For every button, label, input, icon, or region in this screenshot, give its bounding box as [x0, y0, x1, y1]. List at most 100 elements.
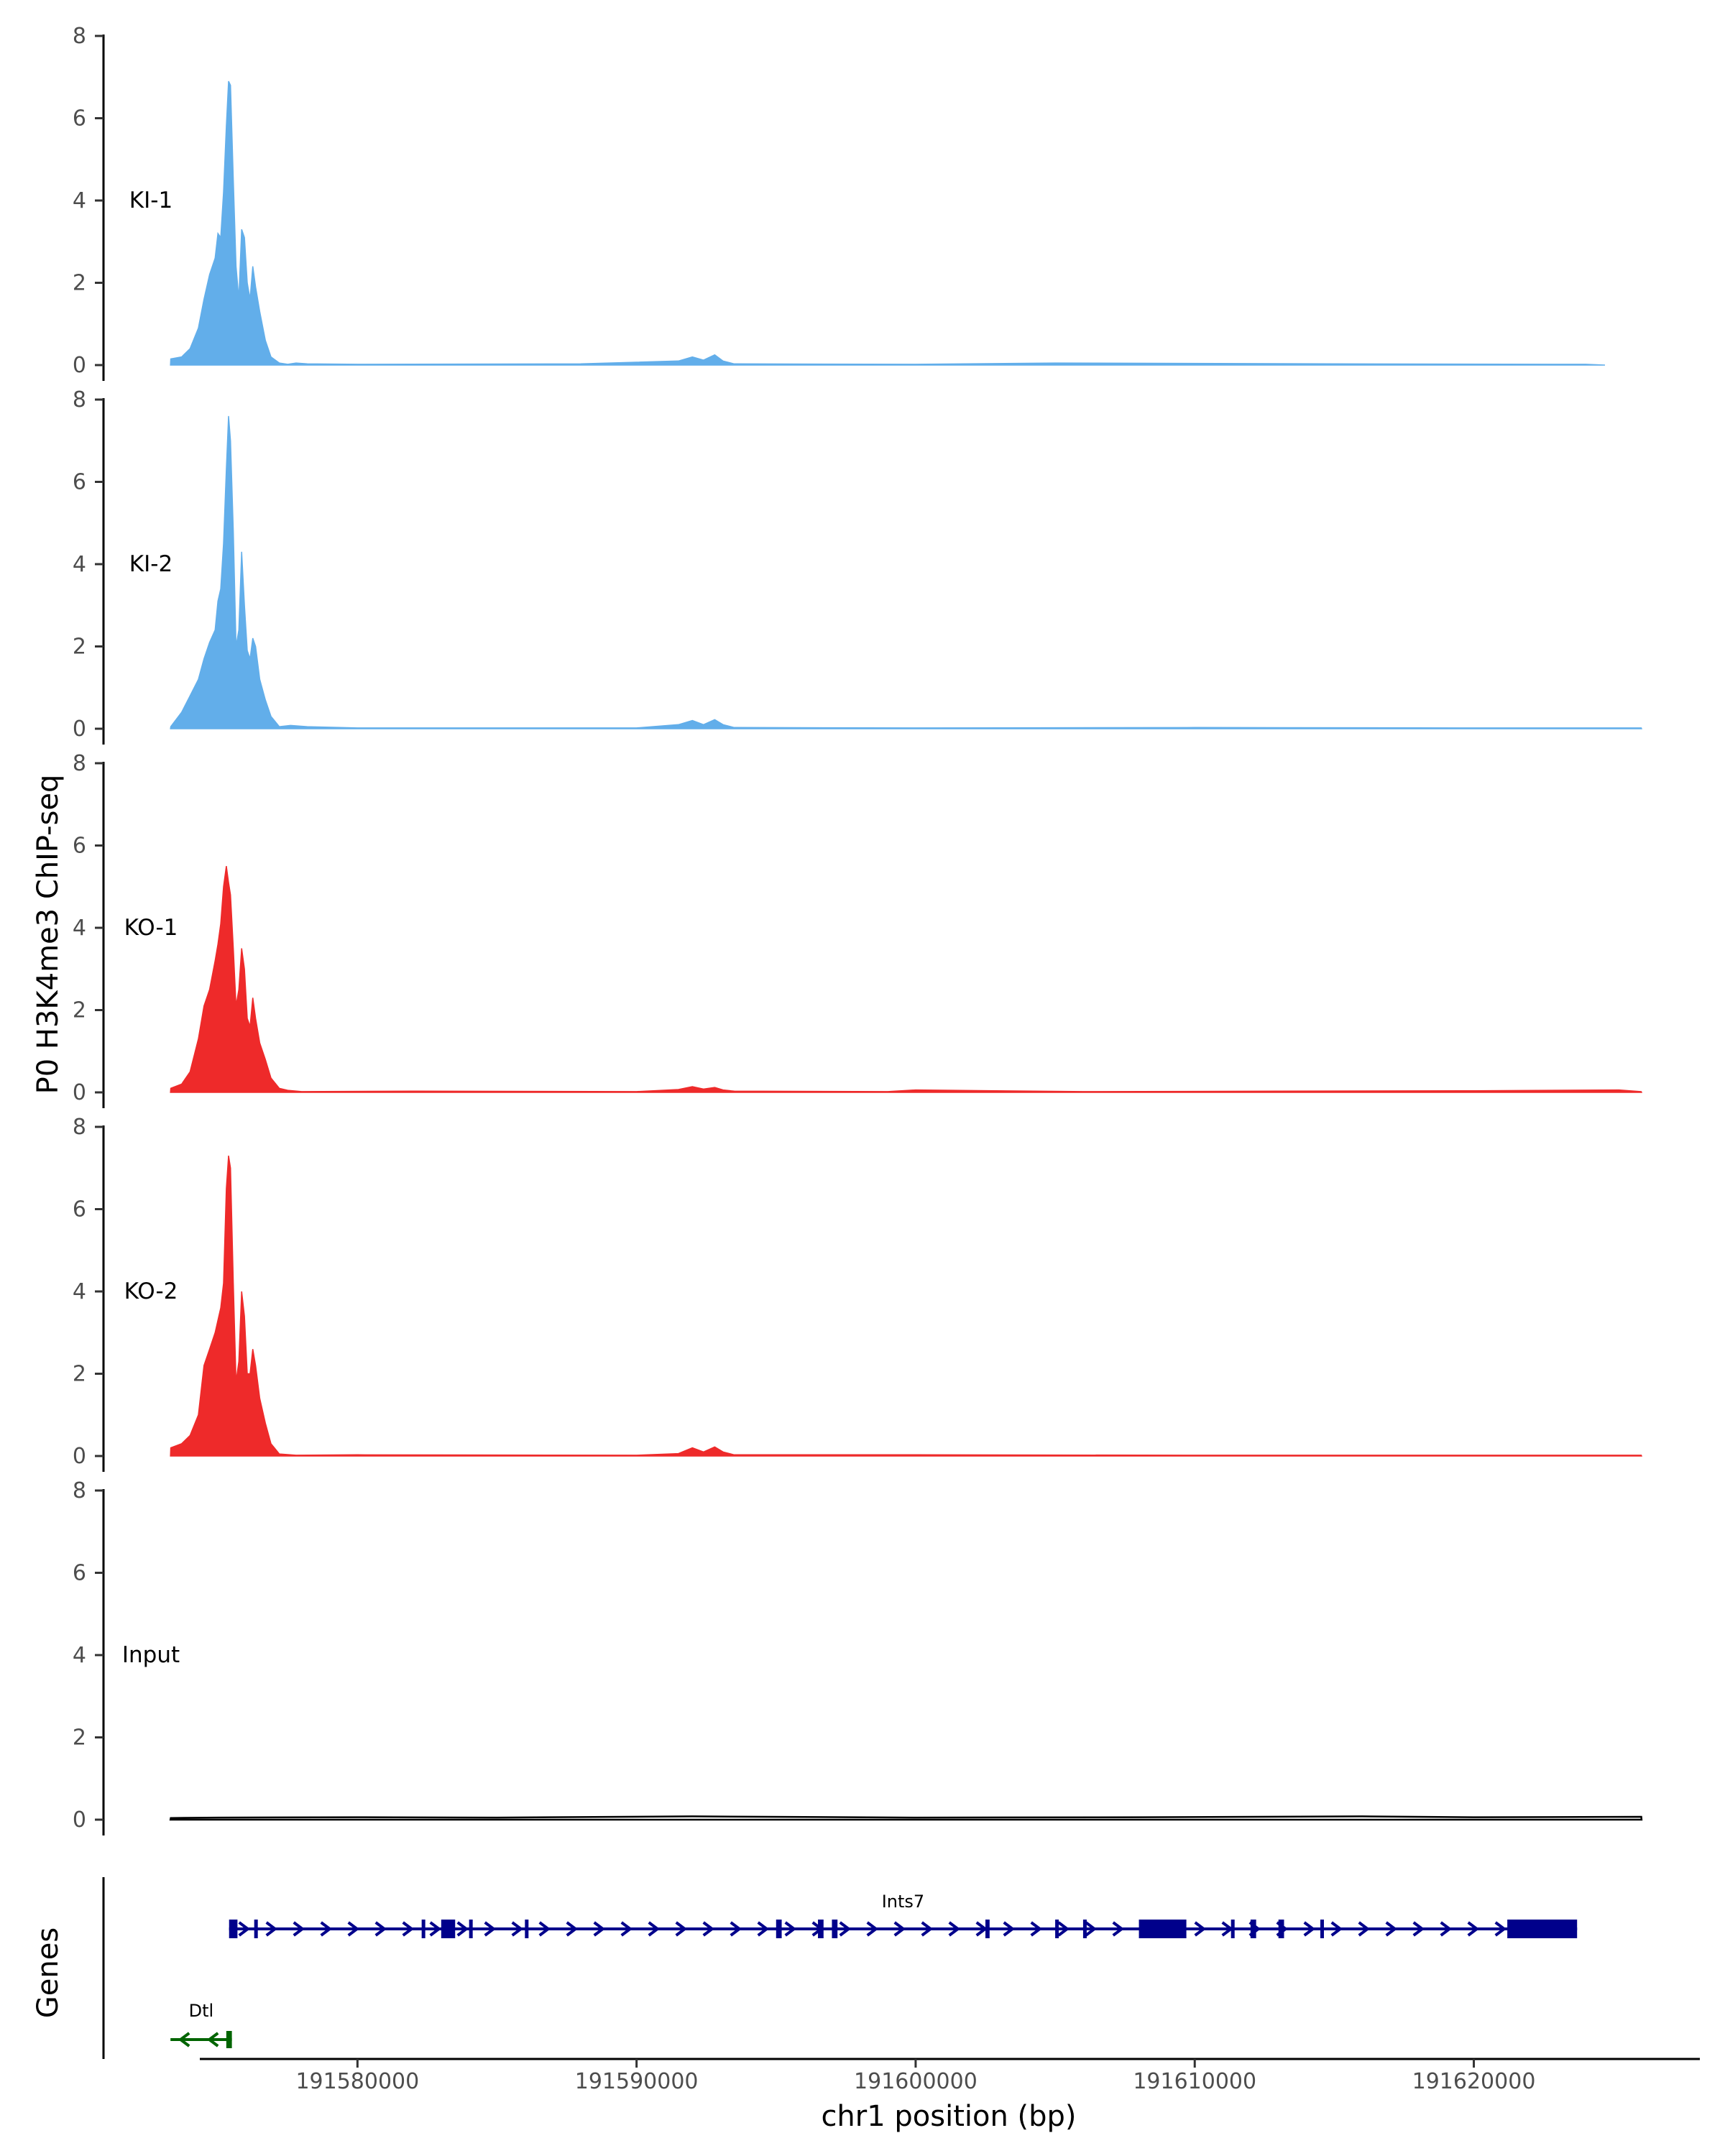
strand-arrow [178, 2032, 190, 2047]
strand-arrow [757, 1921, 770, 1937]
x-tick-label: 191620000 [1412, 2069, 1536, 2094]
strand-arrow [238, 1921, 251, 1937]
exon [832, 1920, 838, 1938]
exon [469, 1920, 473, 1938]
strand-arrow [1440, 1921, 1453, 1937]
exon [1278, 1920, 1284, 1938]
strand-arrow [484, 1921, 497, 1937]
strand-arrow [1358, 1921, 1371, 1937]
y-tick-label: 0 [73, 1080, 86, 1105]
signal-area-input [169, 1815, 1643, 1821]
signal-area-ko-1 [170, 865, 1642, 1093]
y-tick-label: 8 [73, 1115, 86, 1140]
track-panel-input: 0 2 4 6 8 Input [73, 1478, 1643, 1835]
gene-ints7: Ints7 [229, 1892, 1578, 1938]
strand-arrow [675, 1921, 688, 1937]
y-tick-label: 2 [73, 1726, 86, 1751]
strand-arrow [1330, 1921, 1343, 1937]
y-tick-label: 8 [73, 1478, 86, 1503]
track-label: KI-2 [129, 551, 172, 577]
y-tick-label: 0 [73, 1807, 86, 1833]
x-tick-label: 191590000 [575, 2069, 699, 2094]
strand-arrow [320, 1921, 333, 1937]
y-tick-label: 2 [73, 1362, 86, 1387]
y-tick-label: 4 [73, 1643, 86, 1668]
exon [1230, 1920, 1235, 1938]
signal-area-ko-2 [170, 1155, 1642, 1457]
y-tick-label: 0 [73, 717, 86, 742]
y-tick-label: 8 [73, 24, 86, 49]
exon [525, 1920, 529, 1938]
exon [1507, 1920, 1578, 1938]
track-label: Input [122, 1642, 180, 1668]
exon [1055, 1920, 1059, 1938]
strand-arrow [784, 1921, 797, 1937]
x-axis: 191580000 191590000 191600000 191610000 1916… [200, 2058, 1700, 2094]
gene-label: Ints7 [882, 1892, 924, 1912]
y-tick-label: 0 [73, 1444, 86, 1469]
strand-arrow [702, 1921, 715, 1937]
exon [818, 1920, 824, 1938]
exon [226, 2031, 232, 2048]
y-tick-label: 8 [73, 387, 86, 413]
strand-arrow [1112, 1921, 1125, 1937]
y-tick-label: 6 [73, 834, 86, 859]
strand-arrow [347, 1921, 360, 1937]
signal-area-ki-2 [170, 415, 1642, 729]
y-tick-label: 0 [73, 353, 86, 378]
signal-area-ki-1 [170, 80, 1606, 366]
strand-arrow [1467, 1921, 1480, 1937]
strand-arrow [206, 2032, 219, 2047]
track-panel-ki-2: 0 2 4 6 8 KI-2 [73, 387, 1642, 745]
strand-arrow [893, 1921, 906, 1937]
y-tick-label: 2 [73, 635, 86, 660]
strand-arrow [1385, 1921, 1398, 1937]
y-tick-label: 8 [73, 751, 86, 776]
strand-arrow [620, 1921, 633, 1937]
x-tick-label: 191610000 [1133, 2069, 1256, 2094]
strand-arrow [1303, 1921, 1316, 1937]
strand-arrow [839, 1921, 852, 1937]
y-tick-label: 4 [73, 916, 86, 941]
y-tick-label: 6 [73, 1197, 86, 1222]
track-label: KO-1 [124, 915, 178, 941]
strand-arrow [1057, 1921, 1070, 1937]
track-panel-ko-2: 0 2 4 6 8 KO-2 [73, 1115, 1642, 1472]
exon [441, 1920, 456, 1938]
strand-arrow [948, 1921, 961, 1937]
strand-arrow [1003, 1921, 1016, 1937]
strand-arrow [538, 1921, 551, 1937]
strand-arrow [566, 1921, 579, 1937]
strand-arrow [1412, 1921, 1425, 1937]
strand-arrow [730, 1921, 742, 1937]
strand-arrow [265, 1921, 278, 1937]
gene-label: Dtl [189, 2001, 214, 2021]
y-tick-label: 6 [73, 106, 86, 132]
y-tick-label: 2 [73, 998, 86, 1023]
exon [421, 1920, 426, 1938]
strand-arrow [293, 1921, 305, 1937]
strand-arrow [1030, 1921, 1043, 1937]
strand-arrow [511, 1921, 524, 1937]
track-label: KI-1 [129, 188, 172, 213]
exon [985, 1920, 990, 1938]
exon [254, 1920, 258, 1938]
strand-arrow [866, 1921, 879, 1937]
exon [229, 1920, 238, 1938]
exon [776, 1920, 782, 1938]
track-panel-ko-1: 0 2 4 6 8 KO-1 [73, 751, 1642, 1108]
track-panel-ki-1: 0 2 4 6 8 KI-1 [73, 24, 1606, 381]
x-axis-title: chr1 position (bp) [821, 2100, 1076, 2133]
strand-arrow [593, 1921, 606, 1937]
strand-arrow [456, 1921, 469, 1937]
y-tick-label: 6 [73, 470, 86, 495]
y-tick-label: 4 [73, 188, 86, 213]
y-tick-label: 4 [73, 1279, 86, 1304]
exon [1250, 1920, 1256, 1938]
x-tick-label: 191600000 [854, 2069, 978, 2094]
y-tick-label: 4 [73, 552, 86, 577]
strand-arrow [975, 1921, 988, 1937]
track-label: KO-2 [124, 1279, 178, 1304]
track-panels: 0 2 4 6 8 KI-1 0 2 4 6 8 KI-2 0 2 4 6 8 KO-1 0 2 4 6 8 KO-2 0 2 4 6… [73, 24, 1643, 1835]
